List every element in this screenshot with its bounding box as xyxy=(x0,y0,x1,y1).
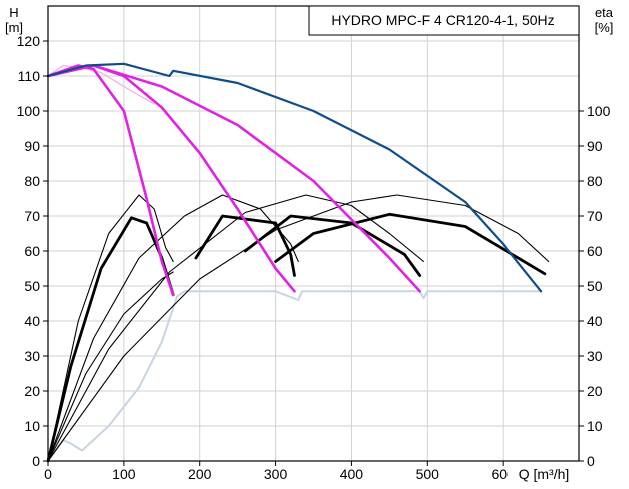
right-tick-label: 70 xyxy=(587,208,603,224)
series-line-eta-thin-11 xyxy=(47,194,425,462)
series-line-eta-thin-10 xyxy=(47,194,299,462)
right-tick-label: 80 xyxy=(587,173,603,189)
right-axis-label: eta xyxy=(595,5,614,20)
left-tick-label: 20 xyxy=(24,383,40,399)
x-tick-label: 200 xyxy=(188,466,212,482)
series-line-qh-max-0 xyxy=(46,62,543,293)
right-tick-label: 0 xyxy=(587,453,595,469)
right-axis-ticks: 0 10 20 30 40 50 60 70 80 90 100 xyxy=(579,103,611,469)
right-tick-label: 60 xyxy=(587,243,603,259)
series-line-power-light-14 xyxy=(47,290,543,462)
right-tick-label: 90 xyxy=(587,138,603,154)
left-tick-label: 120 xyxy=(17,33,41,49)
x-tick-label: 100 xyxy=(112,466,136,482)
x-tick-label: 300 xyxy=(264,466,288,482)
chart-title: HYDRO MPC-F 4 CR120-4-1, 50Hz xyxy=(331,12,554,28)
left-tick-label: 60 xyxy=(24,243,40,259)
title-box xyxy=(308,5,580,36)
left-tick-label: 10 xyxy=(24,418,40,434)
left-axis-ticks: 0 10 20 30 40 50 60 70 80 90 100 110 120 xyxy=(17,33,48,469)
right-tick-label: 100 xyxy=(587,103,611,119)
x-tick-label: 400 xyxy=(340,466,364,482)
right-tick-label: 30 xyxy=(587,348,603,364)
x-axis-label-bg xyxy=(508,463,578,485)
left-tick-label: 80 xyxy=(24,173,40,189)
right-tick-label: 50 xyxy=(587,278,603,294)
right-tick-label: 10 xyxy=(587,418,603,434)
left-tick-label: 50 xyxy=(24,278,40,294)
left-tick-label: 40 xyxy=(24,313,40,329)
series-line-qh-pink-thin-4 xyxy=(47,64,155,105)
series-line-eta-thick-6 xyxy=(194,214,296,277)
series-line-eta-thick-8 xyxy=(274,212,547,276)
x-tick-label: 0 xyxy=(44,466,52,482)
series-line-eta-thin-12 xyxy=(47,194,550,462)
left-axis-label: H xyxy=(9,5,18,20)
series-line-eta-thin-13 xyxy=(47,271,174,462)
series-line-qh-magenta-1 xyxy=(46,64,175,297)
left-tick-label: 0 xyxy=(32,453,40,469)
x-tick-label: 500 xyxy=(416,466,440,482)
right-tick-label: 40 xyxy=(587,313,603,329)
left-tick-label: 30 xyxy=(24,348,40,364)
right-axis-unit: [%] xyxy=(595,20,614,35)
left-tick-label: 90 xyxy=(24,138,40,154)
left-tick-label: 100 xyxy=(17,103,41,119)
series-line-eta-thin-9 xyxy=(47,194,174,462)
left-tick-label: 70 xyxy=(24,208,40,224)
series-line-qh-magenta-3 xyxy=(46,64,422,293)
x-axis-label: Q [m³/h] xyxy=(519,466,570,482)
right-tick-label: 20 xyxy=(587,383,603,399)
x-axis-ticks: 0 100 200 300 400 500 600 xyxy=(44,461,515,482)
left-axis-unit: [m] xyxy=(5,20,23,35)
series-layer xyxy=(46,62,550,463)
left-tick-label: 110 xyxy=(18,68,41,84)
